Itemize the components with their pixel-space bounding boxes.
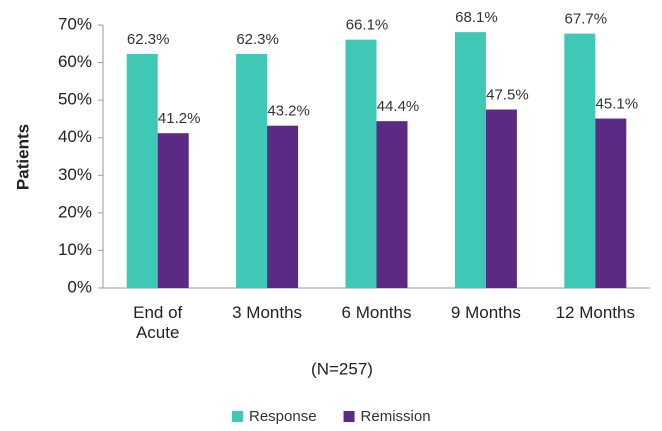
y-tick-label: 10% xyxy=(58,240,92,259)
bar xyxy=(126,53,158,289)
x-tick-label: 6 Months xyxy=(341,303,412,322)
bar xyxy=(564,33,596,288)
bar xyxy=(236,53,268,289)
x-axis-label: (N=257) xyxy=(311,359,373,378)
legend-label: Remission xyxy=(361,408,431,425)
legend-swatch xyxy=(232,411,243,422)
x-tick-label: End of Acute xyxy=(133,303,183,342)
y-tick-label: 30% xyxy=(58,165,92,184)
legend-label: Response xyxy=(249,408,317,425)
data-label: 68.1% xyxy=(455,9,498,26)
bar xyxy=(267,125,299,288)
x-tick-label: 9 Months xyxy=(450,303,521,322)
data-label: 67.7% xyxy=(565,11,608,28)
bar xyxy=(454,32,486,288)
bar xyxy=(345,39,377,288)
data-label: 47.5% xyxy=(486,87,529,104)
data-label: 66.1% xyxy=(346,17,389,34)
bar xyxy=(485,109,517,289)
y-tick-label: 20% xyxy=(58,202,92,221)
bar xyxy=(157,133,189,288)
bar xyxy=(376,121,408,288)
bar xyxy=(595,118,627,288)
data-label: 43.2% xyxy=(267,103,310,120)
data-label: 62.3% xyxy=(236,31,279,48)
y-tick-label: 0% xyxy=(67,277,92,296)
data-label: 41.2% xyxy=(158,110,201,127)
x-tick-label: 3 Months xyxy=(232,303,303,322)
y-tick-label: 70% xyxy=(58,14,92,33)
legend-swatch xyxy=(343,411,355,422)
y-axis-label: Patients xyxy=(13,124,32,190)
y-tick-label: 50% xyxy=(58,90,92,109)
x-tick-label: 12 Months xyxy=(555,303,635,322)
data-label: 44.4% xyxy=(377,98,420,115)
y-tick-label: 40% xyxy=(58,127,92,146)
data-label: 45.1% xyxy=(596,96,639,113)
y-tick-label: 60% xyxy=(58,52,92,71)
data-label: 62.3% xyxy=(127,31,170,48)
